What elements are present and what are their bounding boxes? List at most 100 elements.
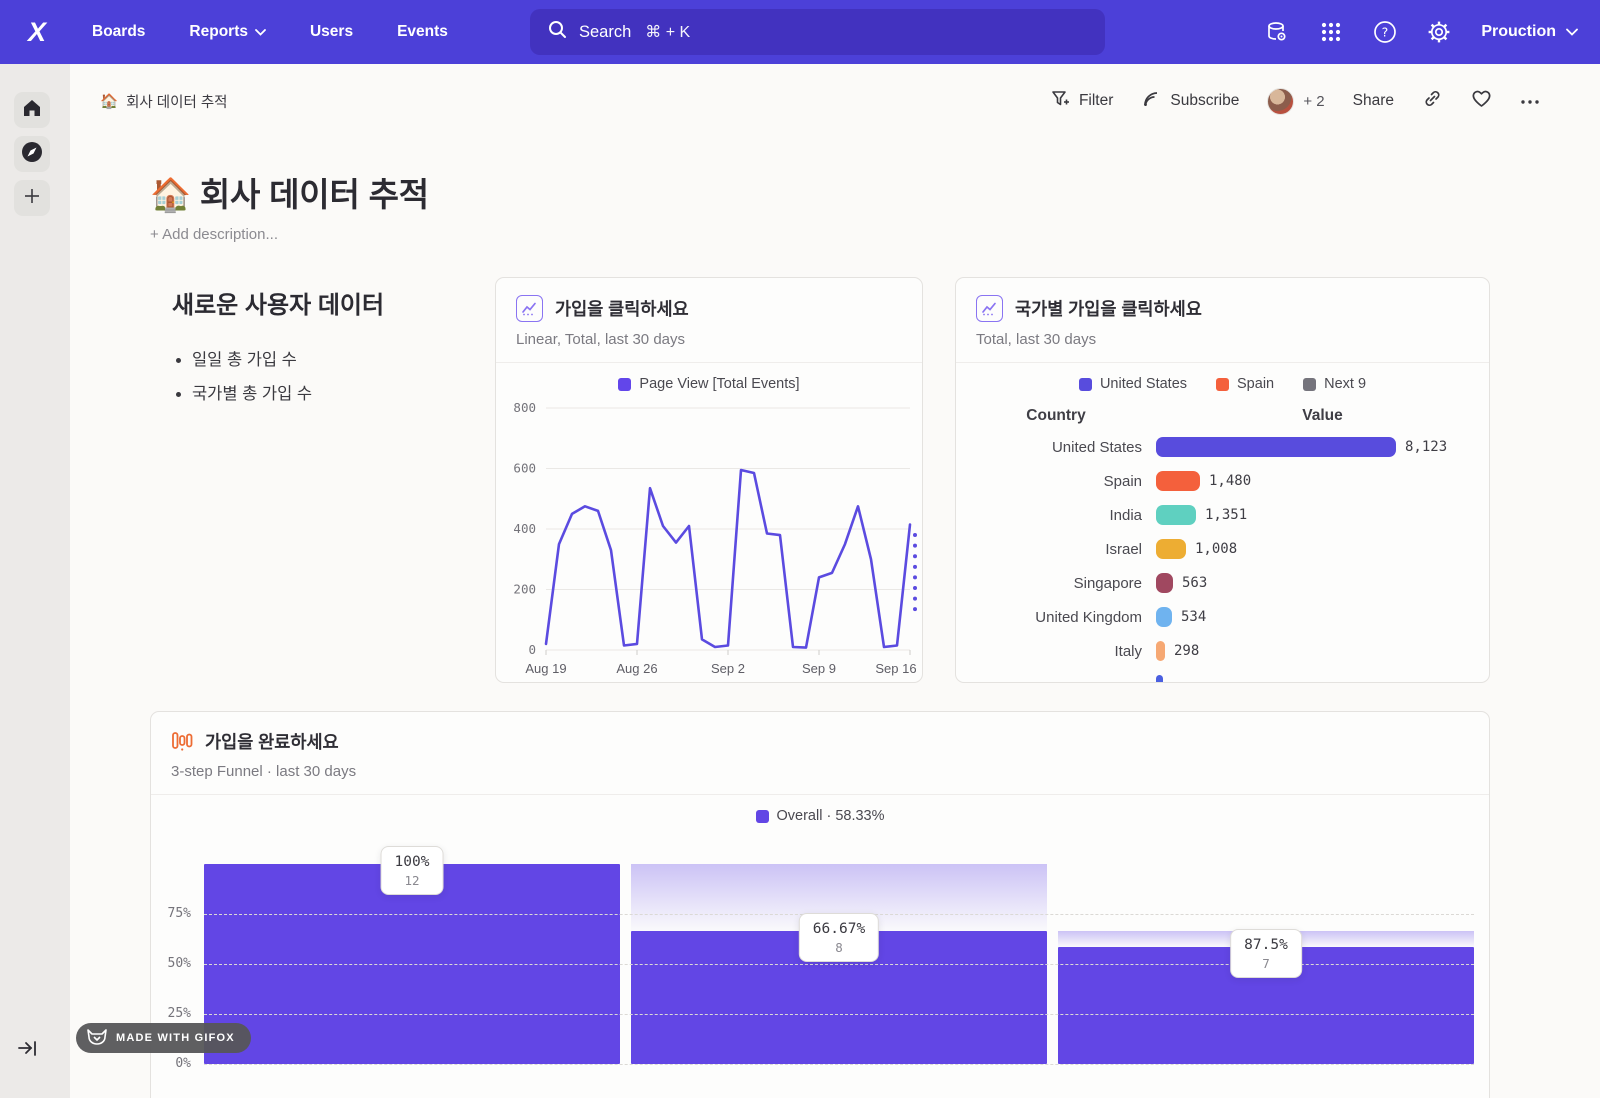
country-row[interactable]: Italy 298 xyxy=(956,634,1489,668)
nav-boards[interactable]: Boards xyxy=(92,23,145,41)
more-menu-button[interactable] xyxy=(1520,92,1540,110)
legend-swatch xyxy=(618,377,632,391)
search-input[interactable]: Search ⌘ + K xyxy=(530,9,1105,55)
apps-grid-icon[interactable] xyxy=(1319,20,1343,44)
add-description-button[interactable]: + Add description... xyxy=(150,226,278,243)
text-tile-heading: 새로운 사용자 데이터 xyxy=(172,292,385,319)
share-button[interactable]: Share xyxy=(1353,92,1394,110)
page-title-text: 회사 데이터 추적 xyxy=(199,176,429,213)
funnel-bars-icon xyxy=(171,731,193,753)
country-row[interactable]: Singapore 563 xyxy=(956,566,1489,600)
nav-reports-label: Reports xyxy=(189,23,248,40)
funnel-count: 7 xyxy=(1262,956,1270,972)
svg-text:800: 800 xyxy=(513,400,536,415)
project-switcher[interactable]: Prouction xyxy=(1481,23,1578,41)
home-button[interactable] xyxy=(14,92,50,128)
funnel-gridline xyxy=(204,1014,1474,1015)
country-label: Spain xyxy=(1103,472,1142,490)
svg-text:?: ? xyxy=(1382,25,1389,40)
subscribe-label: Subscribe xyxy=(1170,92,1240,109)
country-row[interactable]: Spain 1,480 xyxy=(956,464,1489,498)
country-row[interactable]: Israel 1,008 xyxy=(956,532,1489,566)
country-bar[interactable] xyxy=(1156,675,1163,682)
search-shortcut: ⌘ + K xyxy=(645,24,691,41)
breadcrumb[interactable]: 🏠 회사 데이터 추적 xyxy=(100,91,228,112)
country-row[interactable]: United States 8,123 xyxy=(956,430,1489,464)
filter-icon xyxy=(1050,89,1070,114)
collaborators[interactable]: + 2 xyxy=(1267,87,1325,115)
funnel-gridline xyxy=(204,1064,1474,1065)
settings-gear-icon[interactable] xyxy=(1427,20,1451,44)
country-bar[interactable] xyxy=(1156,641,1165,661)
funnel-label-chip: 66.67% 8 xyxy=(798,912,880,962)
funnel-step-bar[interactable]: 66.67% 8 xyxy=(631,864,1047,1064)
compass-icon xyxy=(21,141,43,168)
country-label: United States xyxy=(1051,438,1142,456)
nav-users-label: Users xyxy=(309,23,354,40)
nav-events[interactable]: Events xyxy=(397,23,448,41)
country-bar[interactable] xyxy=(1156,607,1172,627)
country-value: 1,351 xyxy=(1205,507,1248,523)
funnel-ytick: 75% xyxy=(167,906,191,921)
country-bar[interactable] xyxy=(1156,539,1186,559)
subscribe-button[interactable]: Subscribe xyxy=(1141,89,1239,114)
legend-item[interactable]: United States xyxy=(1078,376,1187,392)
legend-swatch xyxy=(1078,377,1092,391)
gifox-badge[interactable]: MADE WITH GIFOX xyxy=(76,1023,251,1053)
home-emoji: 🏠 xyxy=(100,93,119,110)
expand-sidebar-icon[interactable] xyxy=(18,1040,40,1063)
funnel-card[interactable]: 가입을 완료하세요 3-step Funnel · last 30 days O… xyxy=(150,711,1490,1098)
svg-text:Sep 2: Sep 2 xyxy=(711,661,745,676)
copy-link-button[interactable] xyxy=(1422,88,1443,114)
funnel-ytick: 0% xyxy=(175,1056,191,1071)
funnel-ytick: 50% xyxy=(167,956,191,971)
svg-text:200: 200 xyxy=(513,582,536,597)
nav-users[interactable]: Users xyxy=(310,23,353,41)
country-bar[interactable] xyxy=(1156,573,1173,593)
funnel-conversion: 87.5% xyxy=(1244,937,1288,954)
filter-button[interactable]: Filter xyxy=(1050,89,1113,114)
country-value: 534 xyxy=(1181,609,1207,625)
svg-text:Aug 26: Aug 26 xyxy=(616,661,657,676)
legend-item[interactable]: Next 9 xyxy=(1303,376,1366,392)
country-label: United Kingdom xyxy=(1035,608,1142,626)
line-chart-card[interactable]: 가입을 클릭하세요 Linear, Total, last 30 days Pa… xyxy=(495,277,923,683)
svg-text:Sep 16: Sep 16 xyxy=(875,661,916,676)
legend-item[interactable]: Spain xyxy=(1216,376,1274,392)
country-bar[interactable] xyxy=(1156,437,1396,457)
share-label: Share xyxy=(1352,92,1394,109)
legend-item[interactable]: Overall · 58.33% xyxy=(755,808,885,824)
card-subtitle: Linear, Total, last 30 days xyxy=(516,331,685,348)
country-row[interactable]: India 1,351 xyxy=(956,498,1489,532)
data-management-icon[interactable] xyxy=(1265,20,1289,44)
column-header-value[interactable]: Value xyxy=(1302,407,1343,424)
column-header-country[interactable]: Country xyxy=(1026,407,1086,424)
country-bar[interactable] xyxy=(1156,505,1196,525)
funnel-step-bar[interactable]: 87.5% 7 xyxy=(1058,864,1474,1064)
line-chart[interactable]: 0 200 400 600 800 Aug 19 Aug 26 Sep 2 Sep 9 Sep 1… xyxy=(500,394,920,683)
country-row-partial[interactable] xyxy=(956,668,1489,682)
card-subtitle: 3-step Funnel · last 30 days xyxy=(171,763,357,780)
help-icon[interactable]: ? xyxy=(1373,20,1397,44)
mixpanel-logo[interactable]: X xyxy=(27,16,46,47)
project-name: Prouction xyxy=(1481,23,1556,40)
country-bar[interactable] xyxy=(1156,471,1200,491)
legend-item[interactable]: Page View [Total Events] xyxy=(618,376,800,392)
left-rail xyxy=(0,64,70,1098)
funnel-conversion: 100% xyxy=(394,854,430,870)
card-subtitle: Total, last 30 days xyxy=(976,331,1097,348)
country-label: India xyxy=(1109,506,1142,524)
discover-button[interactable] xyxy=(14,136,50,172)
nav-reports[interactable]: Reports xyxy=(189,23,266,41)
funnel-gridline xyxy=(204,964,1474,965)
legend-swatch xyxy=(1216,377,1230,391)
favorite-button[interactable] xyxy=(1471,89,1492,113)
svg-text:400: 400 xyxy=(513,521,536,536)
country-bar-card[interactable]: 국가별 가입을 클릭하세요 Total, last 30 days United… xyxy=(955,277,1490,683)
board-header-row: 🏠 회사 데이터 추적 Filter Subscribe + 2 Share xyxy=(70,64,1600,138)
add-button[interactable] xyxy=(14,180,50,216)
page-title: 🏠 회사 데이터 추적 xyxy=(150,168,1600,216)
rss-icon xyxy=(1141,89,1161,114)
country-row[interactable]: United Kingdom 534 xyxy=(956,600,1489,634)
funnel-chart: 100% 12 66.67% 8 87.5% 7 75% 50% 25% 0% xyxy=(151,826,1489,1096)
